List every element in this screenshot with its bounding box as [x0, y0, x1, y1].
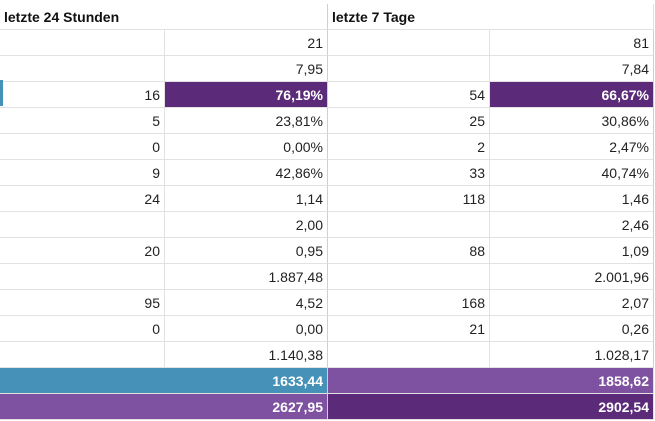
total-24h[interactable]: 2627,95 — [0, 394, 328, 420]
cell-24h-count[interactable]: 0 — [0, 316, 165, 342]
cell-7d-count[interactable] — [328, 342, 490, 368]
table-row: 7,95 7,84 — [0, 56, 655, 82]
cell-24h-value[interactable]: 7,95 — [165, 56, 328, 82]
cell-24h-count[interactable]: 24 — [0, 186, 165, 212]
cell-24h-count[interactable]: 5 — [0, 108, 165, 134]
total-row: 2627,95 2902,54 — [0, 394, 655, 420]
cell-7d-value[interactable]: 1,09 — [490, 238, 654, 264]
table-row: 20 0,95 88 1,09 — [0, 238, 655, 264]
cell-7d-count[interactable]: 25 — [328, 108, 490, 134]
cell-24h-count[interactable] — [0, 30, 165, 56]
cell-7d-value[interactable]: 2.001,96 — [490, 264, 654, 290]
table-row: 95 4,52 168 2,07 — [0, 290, 655, 316]
cell-7d-count[interactable]: 33 — [328, 160, 490, 186]
cell-24h-count[interactable]: 95 — [0, 290, 165, 316]
cell-7d-value[interactable]: 7,84 — [490, 56, 654, 82]
cell-24h-value[interactable]: 21 — [165, 30, 328, 56]
table-row: 1.887,48 2.001,96 — [0, 264, 655, 290]
cell-7d-value[interactable]: 2,07 — [490, 290, 654, 316]
total-7d[interactable]: 1858,62 — [328, 368, 654, 394]
cell-7d-value[interactable]: 1,46 — [490, 186, 654, 212]
cell-7d-value[interactable]: 0,26 — [490, 316, 654, 342]
cell-7d-count[interactable] — [328, 56, 490, 82]
total-24h[interactable]: 1633,44 — [0, 368, 328, 394]
cell-24h-value[interactable]: 0,00% — [165, 134, 328, 160]
cell-7d-value[interactable]: 81 — [490, 30, 654, 56]
cell-24h-count[interactable] — [0, 342, 165, 368]
header-row: letzte 24 Stunden letzte 7 Tage — [0, 4, 655, 30]
cell-24h-value[interactable]: 23,81% — [165, 108, 328, 134]
table-row: 0 0,00 21 0,26 — [0, 316, 655, 342]
table-row: 2,00 2,46 — [0, 212, 655, 238]
cell-24h-count[interactable] — [0, 264, 165, 290]
header-24h[interactable]: letzte 24 Stunden — [0, 4, 328, 30]
cell-24h-value[interactable]: 1,14 — [165, 186, 328, 212]
table-row: 24 1,14 118 1,46 — [0, 186, 655, 212]
cell-24h-count[interactable] — [0, 212, 165, 238]
cell-7d-count[interactable]: 2 — [328, 134, 490, 160]
cell-7d-value[interactable]: 66,67% — [490, 82, 654, 108]
cell-24h-value[interactable]: 0,00 — [165, 316, 328, 342]
cell-24h-value[interactable]: 0,95 — [165, 238, 328, 264]
cell-7d-count[interactable]: 88 — [328, 238, 490, 264]
total-7d[interactable]: 2902,54 — [328, 394, 654, 420]
cell-7d-count[interactable]: 118 — [328, 186, 490, 212]
table-row: 0 0,00% 2 2,47% — [0, 134, 655, 160]
cell-24h-value[interactable]: 4,52 — [165, 290, 328, 316]
table-row: 16 76,19% 54 66,67% — [0, 82, 655, 108]
cell-7d-value[interactable]: 2,46 — [490, 212, 654, 238]
cell-24h-value[interactable]: 42,86% — [165, 160, 328, 186]
cell-7d-count[interactable] — [328, 212, 490, 238]
cell-7d-count[interactable]: 54 — [328, 82, 490, 108]
cell-24h-count[interactable]: 9 — [0, 160, 165, 186]
cell-24h-value[interactable]: 1.140,38 — [165, 342, 328, 368]
cell-7d-value[interactable]: 30,86% — [490, 108, 654, 134]
cell-7d-value[interactable]: 1.028,17 — [490, 342, 654, 368]
cell-24h-count[interactable]: 16 — [0, 82, 165, 108]
total-row: 1633,44 1858,62 — [0, 368, 655, 394]
cell-24h-count[interactable]: 0 — [0, 134, 165, 160]
cell-7d-count[interactable] — [328, 264, 490, 290]
cell-7d-value[interactable]: 40,74% — [490, 160, 654, 186]
cell-24h-value[interactable]: 1.887,48 — [165, 264, 328, 290]
cell-24h-count[interactable] — [0, 56, 165, 82]
table-row: 9 42,86% 33 40,74% — [0, 160, 655, 186]
cell-7d-count[interactable]: 168 — [328, 290, 490, 316]
row-selection-indicator — [0, 80, 3, 106]
table-row: 21 81 — [0, 30, 655, 56]
cell-24h-value[interactable]: 2,00 — [165, 212, 328, 238]
cell-7d-value[interactable]: 2,47% — [490, 134, 654, 160]
cell-7d-count[interactable] — [328, 30, 490, 56]
cell-7d-count[interactable]: 21 — [328, 316, 490, 342]
table-row: 1.140,38 1.028,17 — [0, 342, 655, 368]
header-7d[interactable]: letzte 7 Tage — [328, 4, 654, 30]
cell-24h-count[interactable]: 20 — [0, 238, 165, 264]
cell-24h-value[interactable]: 76,19% — [165, 82, 328, 108]
table-row: 5 23,81% 25 30,86% — [0, 108, 655, 134]
